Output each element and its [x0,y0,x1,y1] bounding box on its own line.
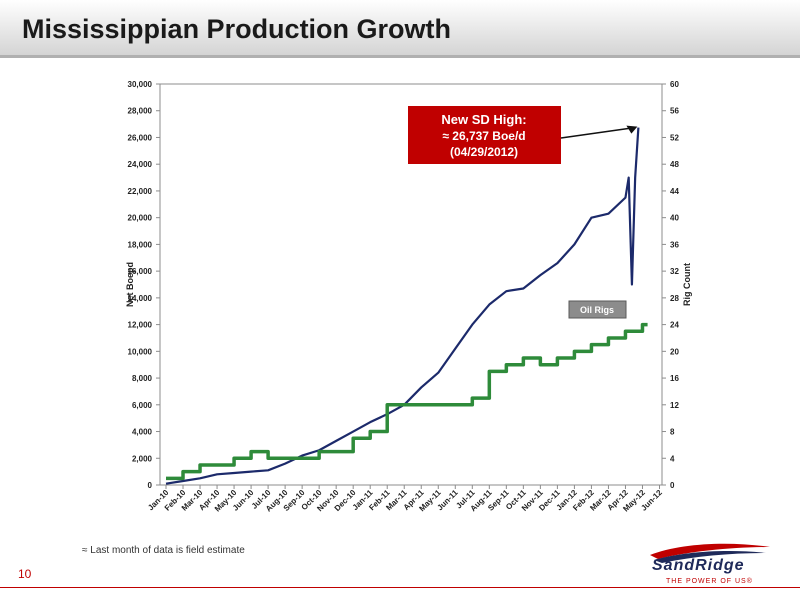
slide-header: Mississippian Production Growth [0,0,800,58]
oil-rigs-series-line [166,322,648,481]
sandridge-logo [650,543,770,563]
y2-tick-label: 12 [670,401,679,410]
y-tick-label: 24,000 [128,160,153,169]
y-tick-label: 2,000 [132,454,153,463]
y2-tick-label: 56 [670,107,679,116]
callout-box [408,106,561,164]
footnote: ≈ Last month of data is field estimate [82,545,245,556]
slide-title: Mississippian Production Growth [22,14,452,44]
callout-line-3: (04/29/2012) [450,145,518,159]
y-tick-label: 30,000 [128,80,153,89]
y-tick-label: 0 [148,481,153,490]
y2-tick-label: 60 [670,80,679,89]
callout-arrow-line [560,126,635,139]
y2-tick-label: 32 [670,267,679,276]
y2-tick-label: 28 [670,294,679,303]
y2-tick-label: 48 [670,160,679,169]
y2-tick-label: 52 [670,133,679,142]
y2-tick-label: 16 [670,374,679,383]
y-axis-title: Net Boepd [125,262,135,307]
y2-axis-title: Rig Count [682,263,692,306]
y-tick-label: 22,000 [128,187,153,196]
y2-tick-label: 0 [670,481,675,490]
y-tick-label: 4,000 [132,428,153,437]
y-tick-label: 14,000 [128,294,153,303]
oil-rigs-label: Oil Rigs [580,305,614,315]
y-tick-label: 28,000 [128,107,153,116]
y2-tick-label: 44 [670,187,679,196]
page-number: 10 [18,567,32,581]
y-tick-label: 18,000 [128,240,153,249]
callout-line-1: New SD High: [441,112,526,127]
y2-tick-label: 40 [670,214,679,223]
y-tick-label: 12,000 [128,321,153,330]
logo-tagline: THE POWER OF US® [666,578,753,585]
logo-wordmark: SandRidge [652,557,745,574]
y2-tick-label: 20 [670,347,679,356]
y2-tick-label: 4 [670,454,675,463]
y-tick-label: 16,000 [128,267,153,276]
y-tick-label: 8,000 [132,374,153,383]
y2-tick-label: 24 [670,321,679,330]
y2-tick-label: 8 [670,428,675,437]
y2-tick-label: 36 [670,240,679,249]
net-boepd-series-line [165,127,640,485]
callout-line-2: ≈ 26,737 Boe/d [442,129,525,143]
y-tick-label: 20,000 [128,214,153,223]
y-tick-label: 26,000 [128,133,153,142]
oil-rigs-label-box [568,300,627,319]
footer-rule [0,587,800,588]
y-tick-label: 10,000 [128,347,153,356]
plot-area [159,83,663,486]
y-tick-label: 6,000 [132,401,153,410]
callout-arrowhead [626,125,638,134]
